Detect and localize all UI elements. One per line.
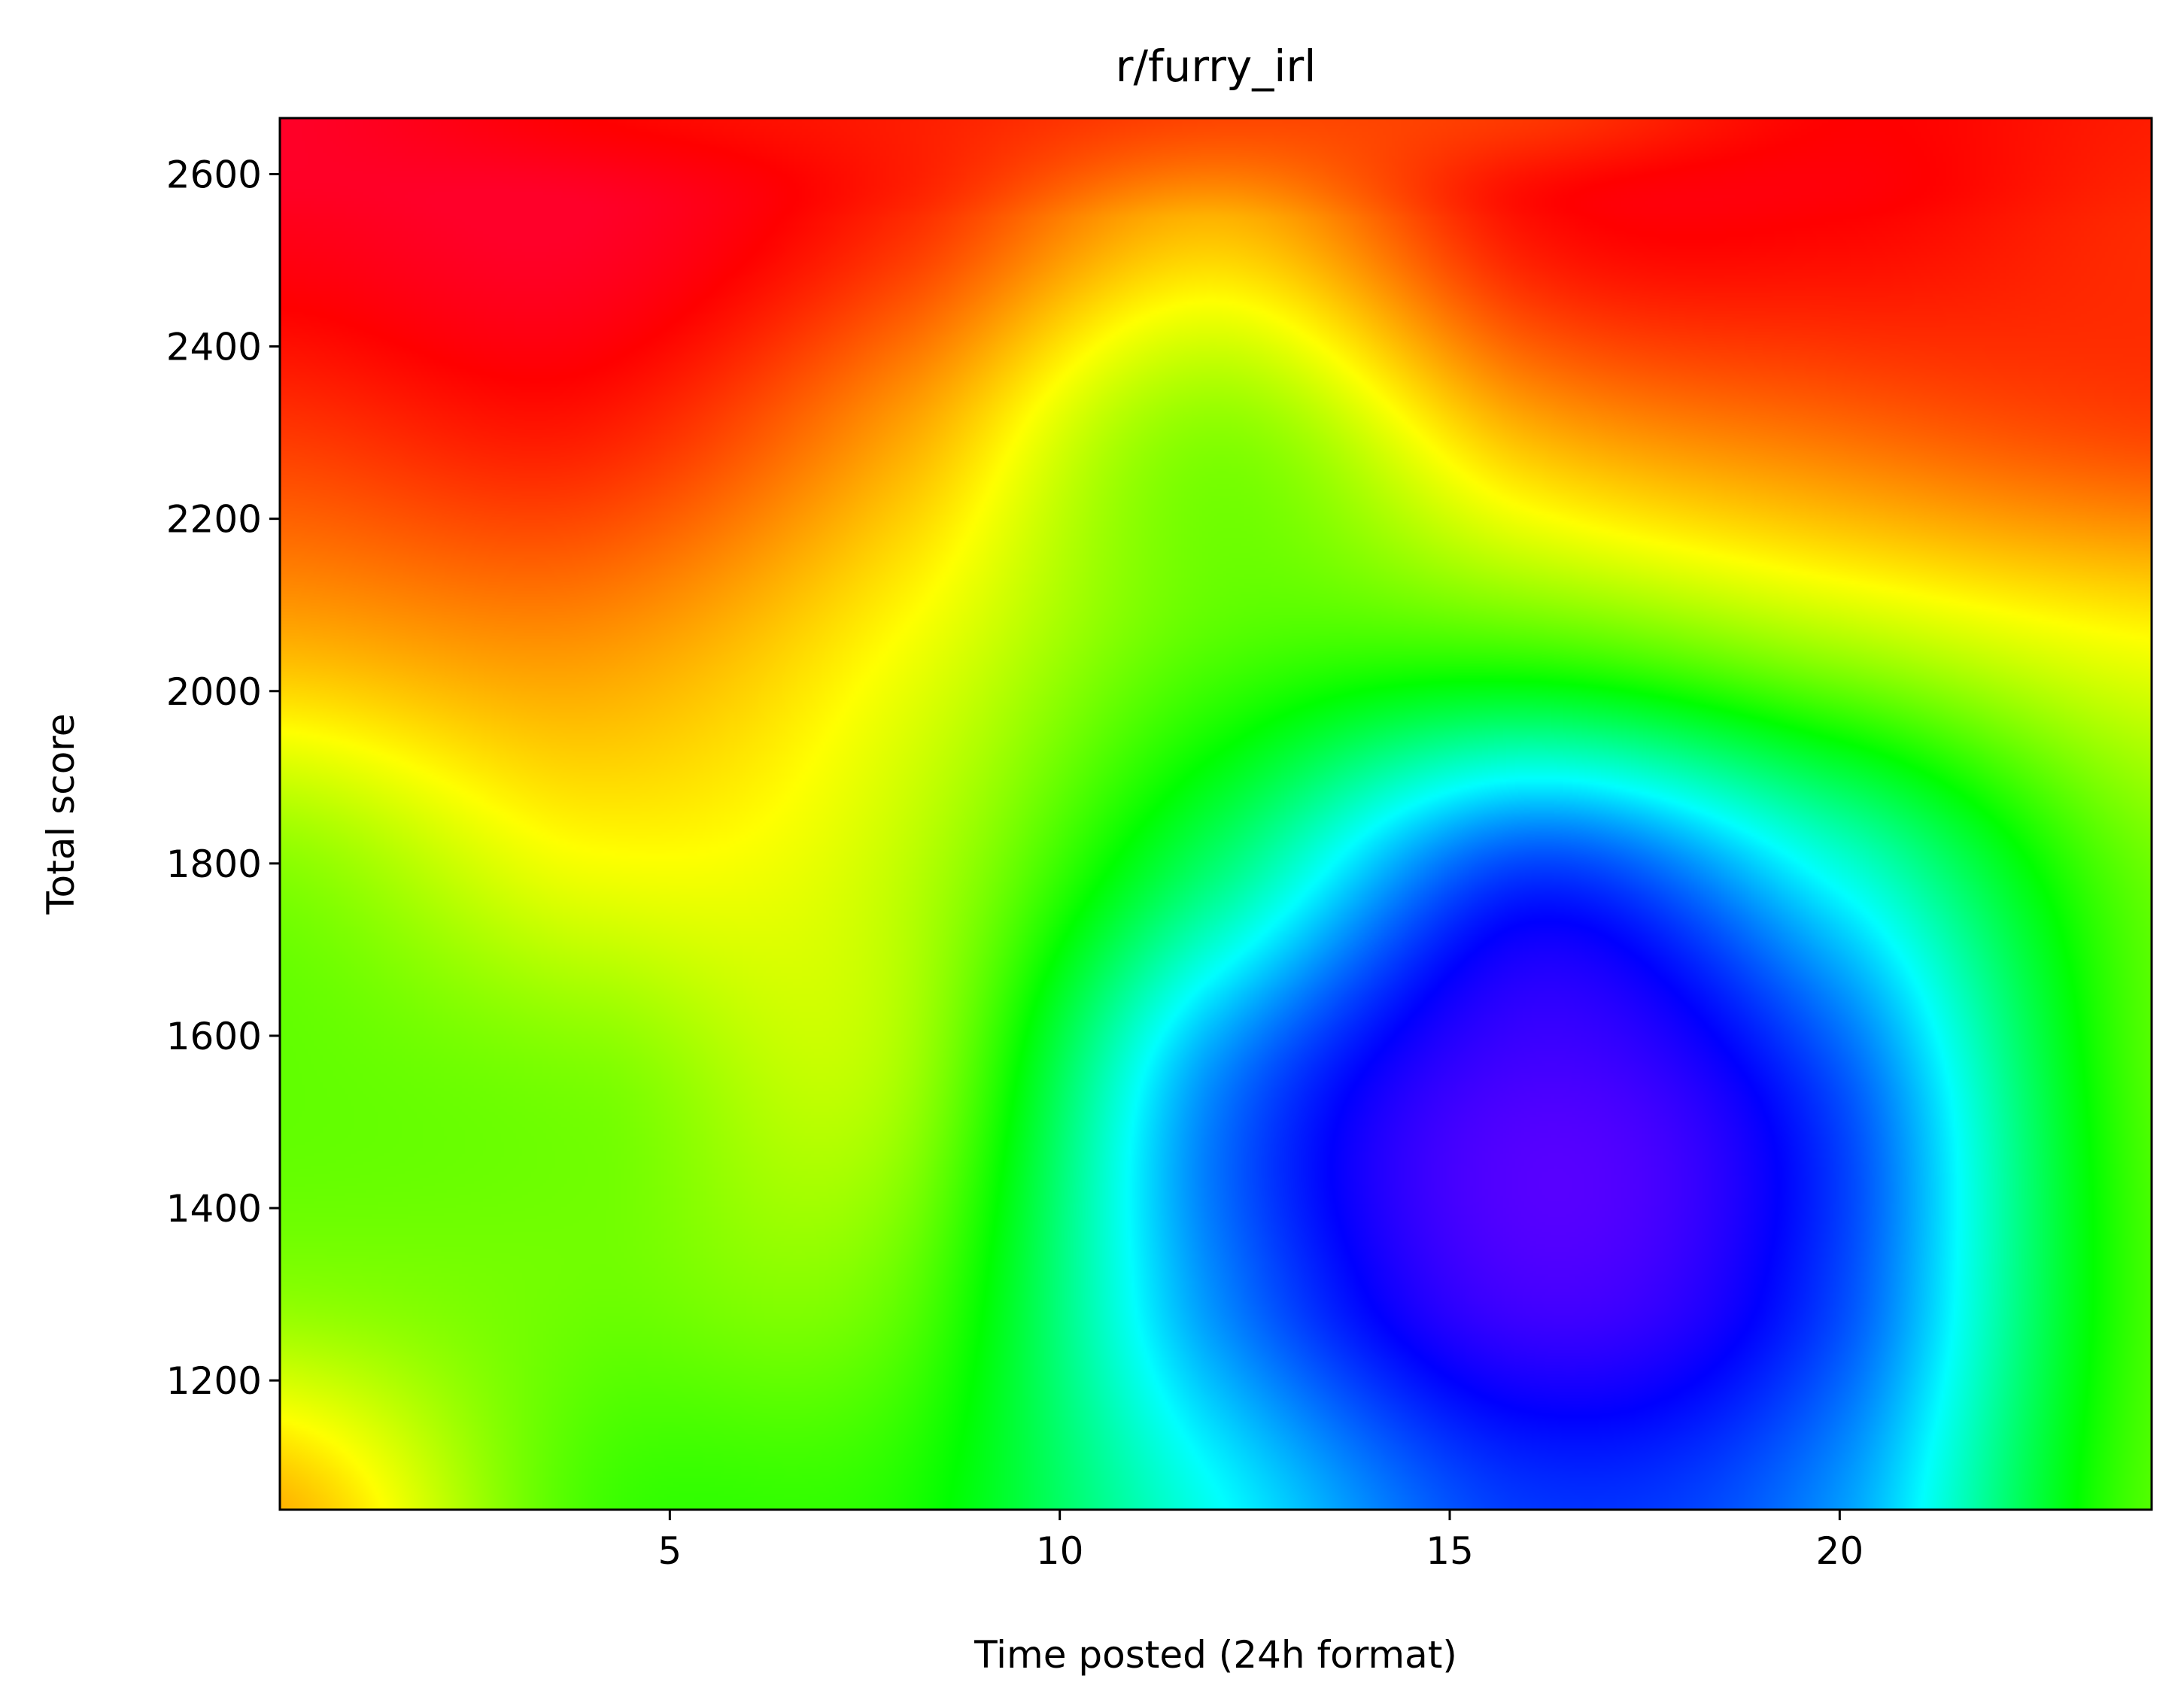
x-tick-label: 20	[1816, 1529, 1864, 1573]
y-tick-label: 2600	[166, 153, 262, 196]
y-tick-label: 2000	[166, 670, 262, 714]
y-tick-label: 2200	[166, 498, 262, 542]
y-tick-label: 1400	[166, 1187, 262, 1231]
y-axis: 1200 1400 1600 1800 2000 2200 2400 2600	[166, 153, 280, 1403]
y-axis-label: Total score	[39, 713, 83, 915]
x-tick-label: 10	[1036, 1529, 1084, 1573]
y-tick-label: 2400	[166, 326, 262, 369]
y-tick-label: 1800	[166, 842, 262, 886]
heatmap-surface	[280, 118, 2152, 1510]
y-tick-label: 1200	[166, 1359, 262, 1403]
y-tick-label: 1600	[166, 1015, 262, 1058]
x-tick-label: 5	[658, 1529, 682, 1573]
plot-frame	[278, 117, 2153, 1511]
x-axis-label: Time posted (24h format)	[974, 1633, 1457, 1677]
heatmap-image	[280, 118, 2152, 1510]
x-axis: 5 10 15 20	[658, 1510, 1864, 1573]
x-tick-label: 15	[1426, 1529, 1474, 1573]
chart-title: r/furry_irl	[1116, 41, 1317, 92]
